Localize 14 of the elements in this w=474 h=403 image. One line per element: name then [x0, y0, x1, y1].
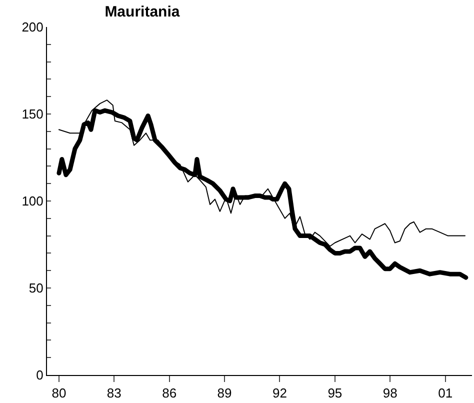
y-tick-label: 150 [22, 106, 44, 122]
x-tick-label: 01 [438, 386, 453, 401]
x-tick-label: 95 [328, 386, 342, 401]
chart-title: Mauritania [104, 4, 180, 21]
x-tick-label: 83 [106, 386, 122, 401]
x-tick-label: 80 [52, 386, 66, 401]
x-tick-label: 89 [217, 386, 232, 401]
y-tick-label: 50 [28, 280, 44, 296]
x-tick-label: 98 [382, 386, 398, 401]
y-tick-label: 100 [22, 194, 44, 209]
x-tick-label: 86 [162, 386, 177, 401]
x-tick-label: 92 [272, 386, 287, 401]
y-tick-label: 0 [36, 368, 44, 383]
y-tick-label: 200 [22, 20, 44, 35]
